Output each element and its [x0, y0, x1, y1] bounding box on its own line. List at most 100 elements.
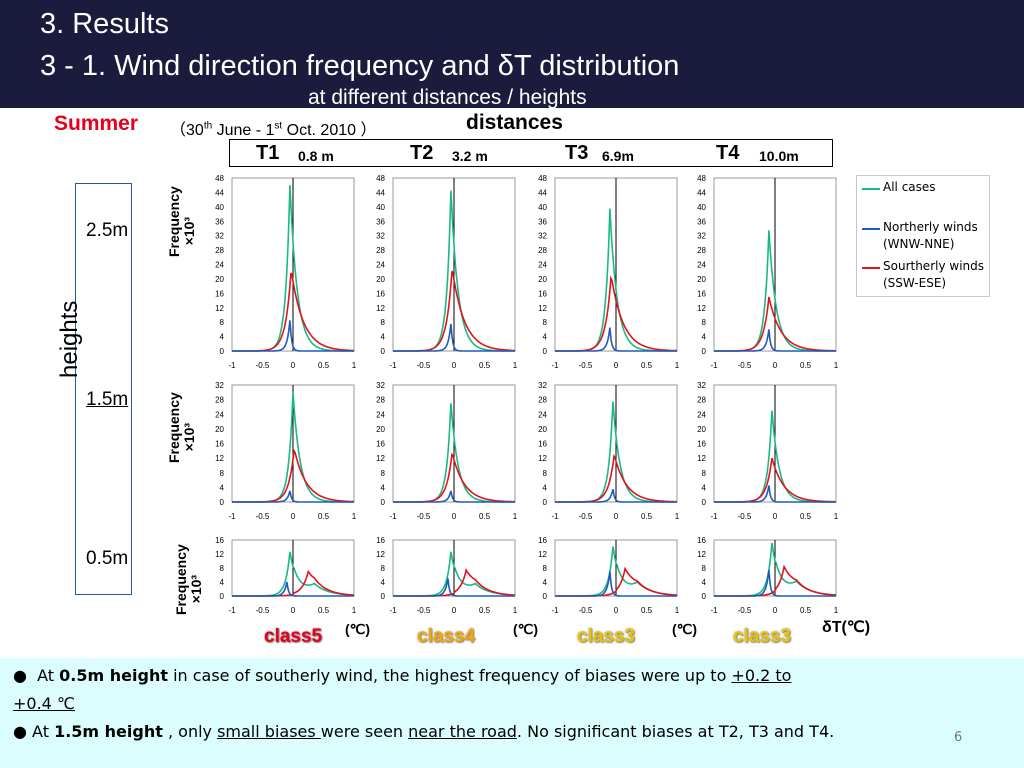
y-tick-label: 28 [376, 396, 385, 405]
x-tick-label: 0.5 [318, 606, 330, 615]
slide-title-section: 3. Results [40, 8, 169, 40]
bullet-1-continued: +0.4 ℃ [13, 694, 75, 713]
y-tick-label: 4 [220, 578, 225, 587]
x-tick-label: 0.5 [318, 361, 330, 370]
y-tick-label: 0 [220, 347, 225, 356]
x-tick-label: 1 [352, 361, 357, 370]
y-tick-label: 12 [538, 304, 547, 313]
legend-swatch-all [862, 188, 880, 190]
station-distance-box [229, 139, 833, 167]
y-tick-label: 4 [220, 483, 225, 492]
y-tick-label: 32 [697, 381, 706, 390]
x-tick-label: -0.5 [738, 361, 752, 370]
y-tick-label: 0 [220, 592, 225, 601]
y-tick-label: 4 [702, 483, 707, 492]
y-tick-label: 24 [697, 410, 706, 419]
y-tick-label: 12 [215, 550, 224, 559]
station-distance-t2: 3.2 m [452, 148, 488, 164]
y-tick-label: 8 [543, 564, 548, 573]
y-tick-label: 16 [697, 536, 706, 545]
y-tick-label: 12 [376, 304, 385, 313]
y-tick-label: 44 [376, 188, 385, 197]
y-tick-label: 20 [376, 425, 385, 434]
period-label: （30th June - 1st Oct. 2010 ） [170, 120, 377, 139]
y-tick-label: 8 [702, 318, 707, 327]
y-tick-label: 32 [697, 232, 706, 241]
y-tick-label: 32 [376, 232, 385, 241]
y-tick-label: 8 [220, 469, 225, 478]
y-tick-label: 20 [215, 425, 224, 434]
y-tick-label: 48 [538, 174, 547, 183]
x-tick-label: 0.5 [641, 512, 653, 521]
y-tick-label: 24 [538, 410, 547, 419]
y-tick-label: 4 [381, 483, 386, 492]
y-tick-label: 0 [543, 592, 548, 601]
x-tick-label: 0.5 [479, 512, 491, 521]
y-tick-label: 28 [697, 246, 706, 255]
y-tick-label: 24 [697, 261, 706, 270]
x-tick-label: 0.5 [318, 512, 330, 521]
y-tick-label: 12 [697, 550, 706, 559]
unit-label-t2: (℃) [513, 621, 539, 637]
y-tick-label: 20 [538, 275, 547, 284]
y-tick-label: 20 [697, 275, 706, 284]
y-tick-label: 24 [376, 261, 385, 270]
slide-subtitle: at different distances / heights [308, 86, 587, 109]
y-tick-label: 40 [215, 203, 224, 212]
y-tick-label: 16 [538, 440, 547, 449]
x-tick-label: 0 [773, 361, 778, 370]
slide-header: 3. Results 3 - 1. Wind direction frequen… [0, 0, 1024, 109]
class-label-t4: class3 [733, 626, 792, 647]
distances-heading: distances [466, 111, 563, 134]
y-tick-label: 16 [376, 440, 385, 449]
y-tick-label: 32 [376, 381, 385, 390]
y-tick-label: 0 [381, 592, 386, 601]
class-label-t1: class5 [264, 626, 323, 647]
x-tick-label: 0.5 [800, 512, 812, 521]
y-tick-label: 4 [702, 333, 707, 342]
chart-legend: All cases Northerly winds (WNW-NNE) Sour… [856, 175, 990, 297]
x-tick-label: -1 [389, 361, 397, 370]
x-tick-label: -1 [710, 606, 718, 615]
series-line-north [232, 581, 354, 597]
y-tick-label: 40 [376, 203, 385, 212]
y-tick-label: 28 [215, 246, 224, 255]
x-tick-label: -0.5 [417, 361, 431, 370]
y-tick-label: 8 [381, 318, 386, 327]
y-tick-label: 12 [697, 454, 706, 463]
y-tick-label: 4 [381, 578, 386, 587]
x-tick-label: 0 [452, 606, 457, 615]
y-tick-label: 0 [702, 498, 707, 507]
station-distance-t1: 0.8 m [298, 148, 334, 164]
x-tick-label: -1 [551, 606, 559, 615]
y-tick-label: 44 [215, 188, 224, 197]
y-tick-label: 8 [220, 318, 225, 327]
y-tick-label: 4 [381, 333, 386, 342]
x-tick-label: 0 [452, 361, 457, 370]
x-tick-label: 1 [834, 361, 839, 370]
x-tick-label: 1 [513, 512, 518, 521]
y-tick-label: 8 [381, 469, 386, 478]
x-tick-label: 0.5 [641, 606, 653, 615]
y-tick-label: 12 [538, 550, 547, 559]
x-tick-label: -1 [228, 606, 236, 615]
y-tick-label: 20 [376, 275, 385, 284]
x-axis-unit-label: δT(℃) [822, 619, 871, 636]
y-tick-label: 32 [215, 381, 224, 390]
y-tick-label: 20 [697, 425, 706, 434]
y-tick-label: 24 [376, 410, 385, 419]
y-tick-label: 12 [538, 454, 547, 463]
x-tick-label: 1 [675, 361, 680, 370]
x-tick-label: -0.5 [417, 512, 431, 521]
x-tick-label: 0 [291, 512, 296, 521]
x-tick-label: 0 [291, 606, 296, 615]
x-tick-label: 1 [513, 361, 518, 370]
x-tick-label: -0.5 [256, 512, 270, 521]
x-tick-label: -0.5 [256, 606, 270, 615]
station-distance-t4: 10.0m [759, 148, 799, 164]
x-tick-label: 0 [291, 361, 296, 370]
y-tick-label: 32 [538, 232, 547, 241]
x-tick-label: 0.5 [479, 361, 491, 370]
x-tick-label: 0 [773, 512, 778, 521]
y-tick-label: 36 [538, 217, 547, 226]
